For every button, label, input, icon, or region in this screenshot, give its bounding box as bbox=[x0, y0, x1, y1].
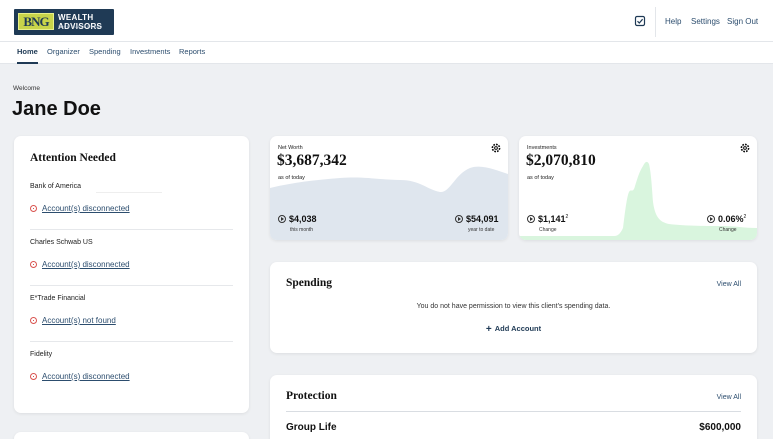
alert-icon bbox=[30, 317, 37, 324]
policy-value: $600,000 bbox=[699, 422, 741, 433]
brand-logo[interactable]: BNG WEALTH ADVISORS YOUR FAMILY FRIEND bbox=[14, 9, 114, 35]
ytd-change-label: year to date bbox=[468, 227, 495, 233]
redacted-field bbox=[96, 186, 162, 193]
investment-change: $1,1412 bbox=[527, 214, 568, 224]
play-icon bbox=[455, 215, 463, 223]
spending-card: Spending View All You do not have permis… bbox=[270, 262, 757, 353]
tab-spending[interactable]: Spending bbox=[89, 47, 121, 56]
divider bbox=[30, 341, 233, 342]
monthly-change-label: this month bbox=[290, 227, 314, 233]
as-of-label: as of today bbox=[278, 175, 305, 181]
gear-icon[interactable] bbox=[490, 142, 502, 154]
investment-change-label: Change bbox=[539, 227, 557, 233]
account-alert-link[interactable]: Account(s) not found bbox=[30, 316, 116, 325]
welcome-label: Welcome bbox=[13, 85, 40, 92]
tab-investments[interactable]: Investments bbox=[130, 47, 171, 56]
protection-card: Protection View All Group Life $600,000 bbox=[270, 375, 757, 439]
help-link[interactable]: Help bbox=[665, 17, 682, 26]
protection-view-all-link[interactable]: View All bbox=[716, 394, 741, 401]
plus-icon: + bbox=[485, 324, 492, 335]
logo-name: WEALTH ADVISORS bbox=[58, 13, 103, 31]
net-worth-value: $3,687,342 bbox=[277, 152, 347, 169]
alert-icon bbox=[30, 205, 37, 212]
as-of-label: as of today bbox=[527, 175, 554, 181]
topbar-divider bbox=[655, 7, 656, 37]
account-alert-link[interactable]: Account(s) disconnected bbox=[30, 260, 130, 269]
investments-card[interactable]: Investments $2,070,810 as of today $1,14… bbox=[519, 136, 757, 240]
account-alert-link[interactable]: Account(s) disconnected bbox=[30, 204, 130, 213]
institution-name: Bank of America bbox=[30, 183, 81, 190]
investments-value: $2,070,810 bbox=[526, 152, 596, 169]
net-worth-chart bbox=[270, 166, 508, 240]
net-worth-label: Net Worth bbox=[278, 145, 303, 151]
tab-organizer[interactable]: Organizer bbox=[47, 47, 80, 56]
alert-icon bbox=[30, 373, 37, 380]
sign-out-link[interactable]: Sign Out bbox=[727, 17, 759, 26]
protection-title: Protection bbox=[286, 390, 337, 402]
add-account-button[interactable]: + Add Account bbox=[485, 324, 542, 335]
attention-card: Attention Needed Bank of America Account… bbox=[14, 136, 249, 413]
page-title: Jane Doe bbox=[12, 98, 101, 120]
monthly-change: $4,038 bbox=[278, 214, 317, 224]
attention-title: Attention Needed bbox=[30, 152, 116, 164]
divider bbox=[286, 411, 741, 412]
ytd-change: $54,091 bbox=[455, 214, 499, 224]
divider bbox=[30, 229, 233, 230]
tab-reports[interactable]: Reports bbox=[179, 47, 206, 56]
tab-home[interactable]: Home bbox=[17, 47, 38, 64]
top-bar: BNG WEALTH ADVISORS YOUR FAMILY FRIEND H… bbox=[0, 0, 773, 42]
logo-tagline: YOUR FAMILY FRIEND bbox=[58, 25, 103, 29]
investments-chart bbox=[519, 161, 757, 240]
gear-icon[interactable] bbox=[739, 142, 751, 154]
investment-change-pct-label: Change bbox=[719, 227, 737, 233]
play-icon bbox=[707, 215, 715, 223]
main-tabs: Home Organizer Spending Investments Repo… bbox=[0, 42, 773, 64]
institution-name: Charles Schwab US bbox=[30, 239, 93, 246]
spending-title: Spending bbox=[286, 277, 333, 289]
alert-icon bbox=[30, 261, 37, 268]
policy-name: Group Life bbox=[286, 422, 337, 433]
checkbox-icon[interactable] bbox=[634, 15, 646, 27]
next-card bbox=[14, 432, 249, 439]
institution-name: Fidelity bbox=[30, 351, 53, 358]
net-worth-card[interactable]: Net Worth $3,687,342 as of today $4,038 … bbox=[270, 136, 508, 240]
logo-mark: BNG bbox=[18, 13, 54, 30]
settings-link[interactable]: Settings bbox=[691, 17, 720, 26]
investment-change-pct: 0.06%2 bbox=[707, 214, 746, 224]
account-alert-link[interactable]: Account(s) disconnected bbox=[30, 372, 130, 381]
permission-message: You do not have permission to view this … bbox=[416, 303, 611, 310]
play-icon bbox=[527, 215, 535, 223]
investments-label: Investments bbox=[527, 145, 557, 151]
institution-name: E*Trade Financial bbox=[30, 295, 86, 302]
divider bbox=[30, 285, 233, 286]
play-icon bbox=[278, 215, 286, 223]
spending-view-all-link[interactable]: View All bbox=[716, 281, 741, 288]
